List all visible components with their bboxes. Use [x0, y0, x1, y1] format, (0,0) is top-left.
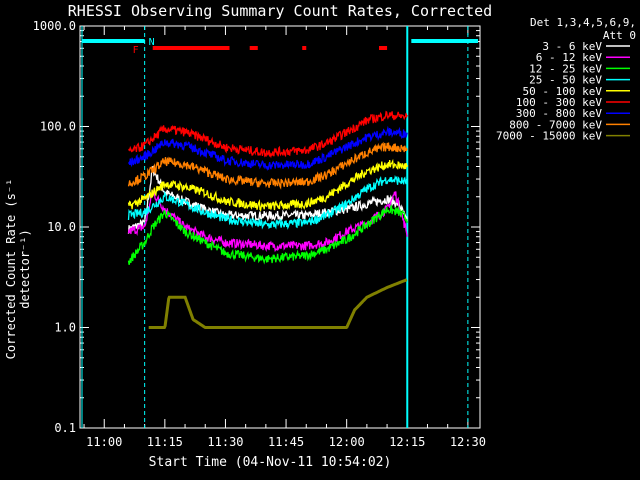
legend-entry-label: 100 - 300 keV: [516, 96, 602, 109]
series-line: [127, 189, 408, 253]
y-tick-label: 1000.0: [33, 19, 76, 33]
legend-title-line1: Det 1,3,4,5,6,9,: [530, 16, 636, 29]
y-tick-label: 0.1: [54, 421, 76, 435]
legend-entry-label: 3 - 6 keV: [542, 40, 602, 53]
y-tick-label: 100.0: [40, 120, 76, 134]
legend-entry-label: 300 - 800 keV: [516, 107, 602, 120]
series-line: [127, 165, 408, 234]
series-line: [148, 278, 408, 329]
y-tick-label: 1.0: [54, 321, 76, 335]
legend-entry-label: 12 - 25 keV: [529, 62, 602, 75]
x-tick-label: 12:00: [329, 435, 365, 449]
legend-entry-label: 7000 - 15000 keV: [496, 130, 602, 143]
legend-entry-label: 50 - 100 keV: [523, 85, 603, 98]
flare-flag-label: F: [133, 45, 139, 56]
series-line: [127, 205, 408, 265]
legend-entry-label: 25 - 50 keV: [529, 74, 602, 87]
series-line: [127, 125, 408, 172]
legend-entry-label: 800 - 7000 keV: [509, 118, 602, 131]
series-line: [127, 141, 408, 190]
plot-frame: [79, 25, 481, 429]
x-tick-label: 12:15: [389, 435, 425, 449]
legend-title-line2: Att 0: [602, 29, 636, 42]
y-tick-label: 10.0: [47, 220, 76, 234]
x-tick-label: 11:15: [147, 435, 183, 449]
series-line: [127, 174, 408, 230]
x-tick-label: 12:30: [450, 435, 486, 449]
night-flag-label: N: [149, 37, 155, 48]
x-tick-label: 11:00: [86, 435, 122, 449]
y-axis-label: Corrected Count Rate (s⁻¹ detector⁻¹): [4, 178, 32, 360]
legend-entry-label: 6 - 12 keV: [536, 51, 603, 64]
chart-title: RHESSI Observing Summary Count Rates, Co…: [67, 2, 493, 20]
series-line: [127, 158, 408, 212]
x-axis-label: Start Time (04-Nov-11 10:54:02): [148, 455, 392, 470]
series-line: [127, 110, 408, 159]
x-tick-label: 11:45: [268, 435, 304, 449]
x-tick-label: 11:30: [207, 435, 243, 449]
